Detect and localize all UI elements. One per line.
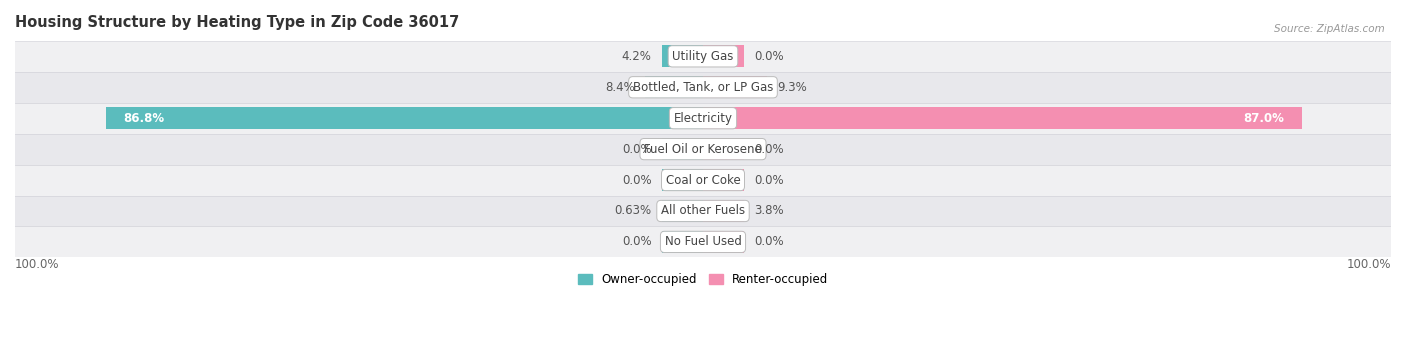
Text: 0.0%: 0.0% [755,235,785,248]
Text: 100.0%: 100.0% [1347,258,1391,271]
Bar [15,195,1391,226]
Text: Housing Structure by Heating Type in Zip Code 36017: Housing Structure by Heating Type in Zip… [15,15,460,30]
Text: 0.0%: 0.0% [621,235,651,248]
Bar [662,169,703,191]
Bar [703,169,744,191]
Bar [703,76,768,99]
Text: 4.2%: 4.2% [621,50,651,63]
Bar [662,138,703,160]
Bar [703,231,744,253]
Text: 87.0%: 87.0% [1243,112,1284,125]
Bar [15,165,1391,195]
Bar [15,41,1391,72]
Text: 86.8%: 86.8% [122,112,165,125]
Text: No Fuel Used: No Fuel Used [665,235,741,248]
Bar [703,107,1302,129]
Text: Coal or Coke: Coal or Coke [665,174,741,187]
Text: Source: ZipAtlas.com: Source: ZipAtlas.com [1274,24,1385,34]
Text: 9.3%: 9.3% [778,81,807,94]
Text: 0.0%: 0.0% [755,174,785,187]
Text: 0.0%: 0.0% [755,143,785,155]
Bar [105,107,703,129]
Bar [662,45,703,68]
Text: 0.0%: 0.0% [755,50,785,63]
Bar [15,134,1391,165]
Bar [703,45,744,68]
Text: Electricity: Electricity [673,112,733,125]
Bar [662,200,703,222]
Legend: Owner-occupied, Renter-occupied: Owner-occupied, Renter-occupied [572,268,834,291]
Bar [662,231,703,253]
Text: 3.8%: 3.8% [755,205,785,218]
Text: Bottled, Tank, or LP Gas: Bottled, Tank, or LP Gas [633,81,773,94]
Text: All other Fuels: All other Fuels [661,205,745,218]
Text: 0.63%: 0.63% [614,205,651,218]
Text: Utility Gas: Utility Gas [672,50,734,63]
Bar [703,200,744,222]
Bar [703,138,744,160]
Text: 0.0%: 0.0% [621,174,651,187]
Bar [15,72,1391,103]
Text: Fuel Oil or Kerosene: Fuel Oil or Kerosene [644,143,762,155]
Bar [15,226,1391,257]
Text: 100.0%: 100.0% [15,258,59,271]
Text: 8.4%: 8.4% [605,81,636,94]
Bar [645,76,703,99]
Text: 0.0%: 0.0% [621,143,651,155]
Bar [15,103,1391,134]
